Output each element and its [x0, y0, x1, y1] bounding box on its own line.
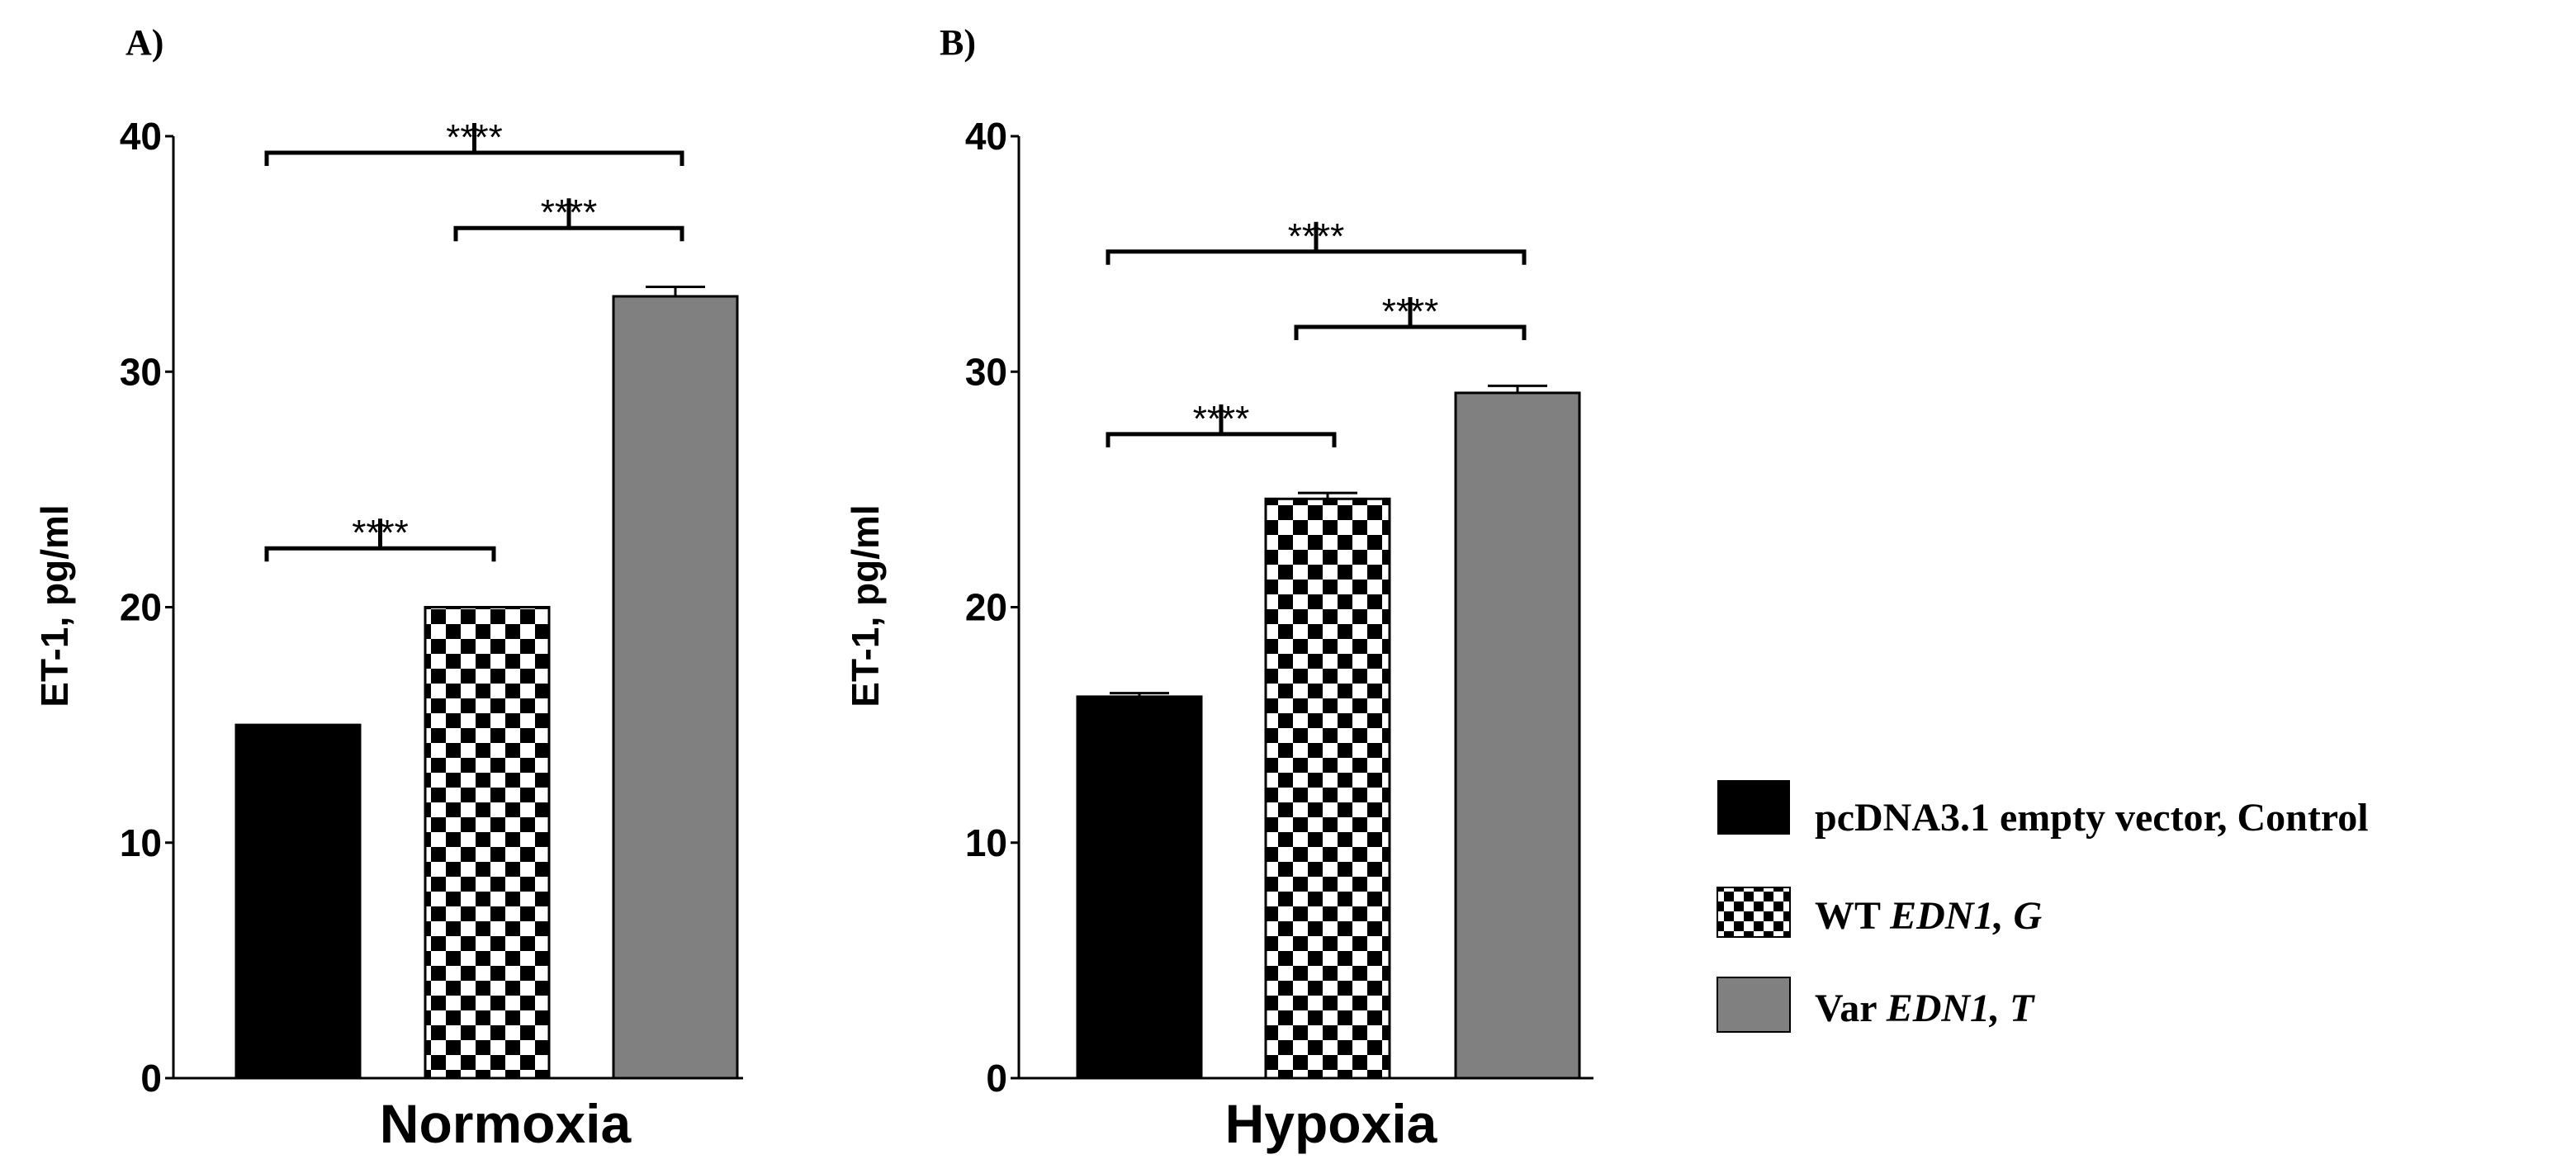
- legend-swatch-control: [1717, 780, 1790, 835]
- legend: pcDNA3.1 empty vector, Control WT EDN1, …: [1717, 780, 2369, 1033]
- bar-control: [1076, 695, 1203, 1080]
- significance-label: ****: [1382, 291, 1439, 332]
- bar-wt: [1264, 497, 1391, 1080]
- y-tick-label: 40: [120, 115, 162, 158]
- legend-swatch-var: [1717, 977, 1791, 1033]
- significance-bracket: [1106, 404, 1337, 447]
- y-axis-label: ET-1, pg/ml: [33, 504, 76, 707]
- significance-brackets: **** **** ****: [1106, 216, 1527, 447]
- significance-bracket: [1294, 297, 1527, 341]
- y-tick-label: 20: [965, 586, 1007, 629]
- legend-label: WT EDN1, G: [1815, 894, 2043, 938]
- bar-var: [1454, 391, 1581, 1080]
- significance-label: ****: [446, 117, 503, 158]
- y-tick-label: 40: [965, 115, 1007, 158]
- y-tick-label: 30: [120, 350, 162, 393]
- bar-control: [234, 723, 362, 1080]
- legend-item-control: pcDNA3.1 empty vector, Control: [1717, 780, 2369, 840]
- significance-bracket: [264, 122, 684, 166]
- significance-label: ****: [1193, 399, 1250, 439]
- y-tick-label: 20: [120, 586, 162, 629]
- bar-group: [1076, 384, 1581, 1080]
- y-tick-label: 0: [140, 1057, 162, 1100]
- y-tick-label: 0: [986, 1057, 1007, 1100]
- significance-label: ****: [541, 192, 598, 233]
- significance-bracket: [453, 198, 684, 242]
- significance-bracket: [264, 518, 496, 562]
- significance-label: ****: [352, 513, 409, 553]
- panel-label: B): [940, 22, 976, 63]
- y-tick-label: 10: [965, 821, 1007, 864]
- y-tick-label: 30: [965, 350, 1007, 393]
- panel-label: A): [125, 22, 163, 63]
- bar-var: [612, 295, 739, 1080]
- significance-bracket: [1106, 221, 1527, 265]
- y-axis: 0 10 20 30 40: [120, 115, 743, 1100]
- y-tick-label: 10: [120, 821, 162, 864]
- significance-label: ****: [1288, 216, 1345, 257]
- legend-label: Var EDN1, T: [1815, 987, 2035, 1030]
- y-axis-label: ET-1, pg/ml: [844, 504, 887, 707]
- legend-label: pcDNA3.1 empty vector, Control: [1815, 796, 2369, 840]
- x-axis-label: Hypoxia: [1225, 1093, 1438, 1154]
- x-axis-label: Normoxia: [380, 1093, 632, 1154]
- legend-item-var: Var EDN1, T: [1717, 977, 2035, 1033]
- legend-item-wt: WT EDN1, G: [1717, 887, 2043, 938]
- legend-swatch-wt: [1717, 887, 1791, 938]
- significance-brackets: **** **** ****: [264, 117, 684, 562]
- bar-group: [234, 286, 739, 1080]
- bar-wt: [424, 606, 551, 1080]
